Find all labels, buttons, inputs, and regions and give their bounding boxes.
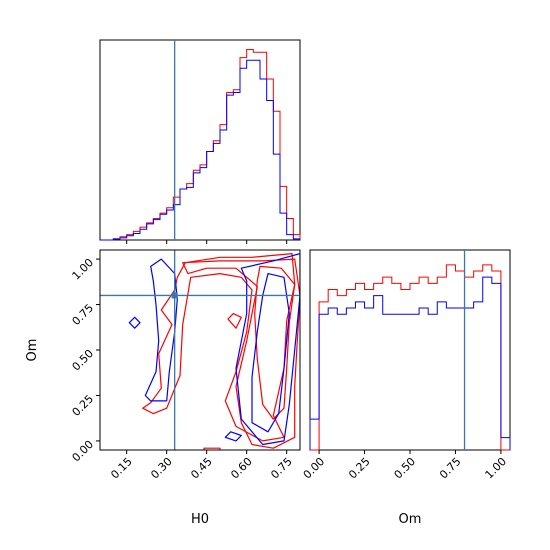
contour-red: [203, 447, 221, 450]
contour-red: [227, 313, 242, 329]
h0-histogram-panel: [99, 39, 301, 244]
om-tick-label: 0.00: [301, 455, 328, 482]
h0-hist-frame: [99, 39, 301, 241]
h0-tick-label: 0.15: [108, 455, 135, 482]
om-tick-label: 0.25: [346, 455, 373, 482]
h0-hist-blue: [100, 59, 301, 241]
y-axis-label-om: Om: [25, 339, 40, 362]
om-y-tick-label: 0.00: [70, 438, 97, 465]
contour-frame: [99, 249, 301, 451]
contour-red: [142, 253, 296, 442]
om-y-tick-label: 0.25: [70, 392, 97, 419]
contour-red: [182, 258, 300, 449]
contour-layer: [128, 253, 300, 450]
contour-blue: [251, 273, 290, 433]
om-y-tick-label: 0.75: [70, 301, 97, 328]
truth-marker: [171, 292, 178, 299]
om-hist-blue: [309, 276, 511, 450]
h0-om-contour-panel: 0.15 0.30 0.45 0.60 0.75 0.00 0.25 0.50 0.75 1.00: [70, 249, 301, 482]
om-y-tick-label: 1.00: [70, 256, 97, 283]
om-histogram-panel: 0.00 0.25 0.50 0.75 1.00: [301, 249, 511, 482]
contour-blue: [224, 431, 242, 442]
contour-blue: [235, 253, 300, 446]
om-y-tick-label: 0.50: [70, 347, 97, 374]
h0-tick-label: 0.30: [148, 455, 175, 482]
h0-tick-label: 0.45: [188, 455, 215, 482]
x-axis-label-om: Om: [399, 512, 422, 527]
om-hist-frame: [309, 249, 511, 451]
om-tick-label: 0.75: [437, 455, 464, 482]
h0-tick-label: 0.75: [268, 455, 295, 482]
om-tick-label: 1.00: [483, 455, 510, 482]
om-hist-red: [310, 264, 510, 451]
contour-blue: [144, 258, 178, 402]
h0-hist-red: [100, 49, 301, 241]
contour-blue: [128, 316, 141, 329]
x-axis-label-h0: H0: [191, 512, 209, 527]
contour-red: [254, 265, 296, 420]
om-tick-label: 0.50: [392, 455, 419, 482]
h0-tick-label: 0.60: [228, 455, 255, 482]
